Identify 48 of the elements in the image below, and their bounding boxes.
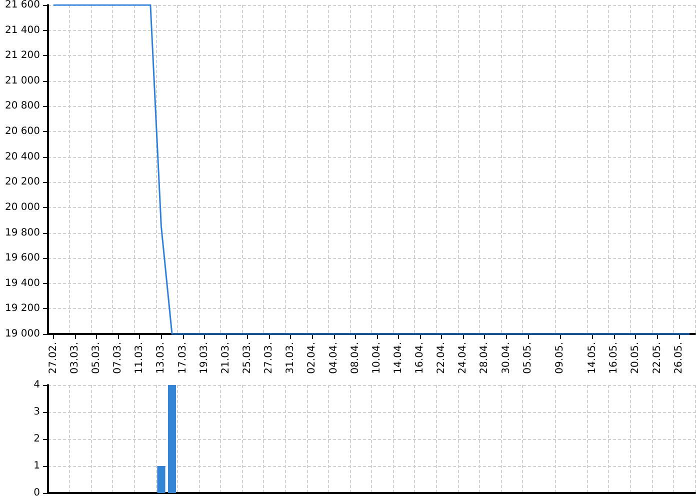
y-tick-label: 3 [34,406,40,418]
y-tick-label: 4 [34,380,40,390]
x-tick-label: 03.03. [69,342,80,374]
x-tick-label: 22.05. [652,342,663,374]
x-tick-label: 31.03. [285,342,296,374]
y-tick-label: 20 200 [5,176,40,188]
y-tick-label: 2 [34,434,40,444]
x-tick-label: 13.03. [156,342,167,374]
x-tick-label: 04.04. [328,342,340,374]
y-tick-label: 20 800 [5,100,40,112]
y-tick-label: 19 800 [5,227,40,238]
x-tick-label: 10.04. [371,342,382,374]
x-tick-label: 16.05. [608,342,620,374]
x-tick-label: 16.04. [414,342,426,374]
x-tick-label: 19.03. [198,342,210,374]
x-tick-label: 17.03. [177,342,188,374]
y-tick-label: 19 200 [5,303,40,314]
y-tick-label: 19 600 [5,252,40,264]
y-tick-label: 21 600 [5,0,40,10]
y-tick-label: 21 000 [5,75,40,86]
x-tick-label: 22.04. [436,342,448,374]
x-tick-label: 08.04. [350,342,361,374]
x-tick-label: 30.04. [500,342,512,374]
x-tick-label: 14.05. [587,342,598,374]
y-tick-label: 19 000 [5,328,40,340]
x-tick-label: 26.05. [673,342,684,374]
x-tick-label: 21.03. [220,342,232,374]
x-tick-label: 09.05. [554,342,566,374]
y-tick-label: 21 200 [5,50,40,62]
x-tick-label: 14.04. [392,342,404,374]
x-tick-label: 07.03. [112,342,124,374]
x-tick-label: 05.05. [522,342,534,374]
x-tick-label: 11.03. [134,342,146,374]
x-tick-label: 20.05. [630,342,642,374]
x-tick-label: 05.03. [91,342,102,374]
y-tick-label: 20 400 [5,151,40,162]
y-tick-label: 20 600 [5,126,40,138]
y-tick-label: 1 [34,460,40,472]
y-tick-label: 20 000 [5,202,40,213]
x-tick-label: 27.03. [264,342,275,374]
x-tick-label: 24.04. [458,342,469,374]
x-tick-label: 27.02. [48,342,59,374]
y-tick-label: 19 400 [5,278,40,289]
x-tick-label: 02.04. [306,342,318,374]
y-tick-label: 21 400 [5,24,40,36]
x-tick-label: 25.03. [242,342,253,374]
x-tick-label: 28.04. [479,342,490,374]
y-tick-label: 0 [34,488,40,498]
